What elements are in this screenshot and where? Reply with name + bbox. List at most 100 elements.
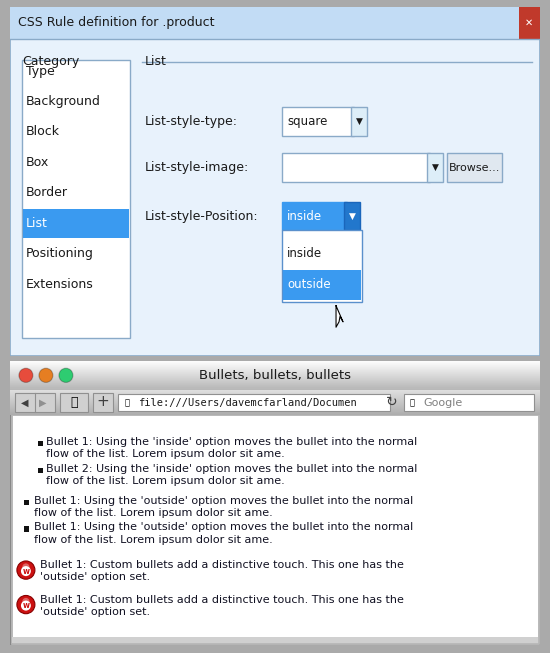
Bar (10, 361, 540, 389)
Bar (10, 366, 540, 367)
Text: outside: outside (287, 278, 331, 291)
Bar (38, 468, 43, 473)
Bar (10, 375, 540, 376)
Text: ▶: ▶ (39, 398, 47, 407)
Bar (10, 369, 540, 370)
Bar (10, 385, 540, 387)
Bar (10, 389, 540, 390)
Text: Category: Category (22, 55, 79, 68)
Bar (10, 365, 540, 366)
Circle shape (17, 596, 35, 614)
Bar (282, 107, 354, 136)
Circle shape (39, 368, 53, 383)
Circle shape (19, 368, 33, 383)
Bar (10, 405, 540, 406)
Circle shape (59, 368, 73, 383)
Circle shape (21, 566, 31, 576)
Bar (60, 392, 88, 412)
Text: 🔍: 🔍 (410, 398, 415, 407)
Text: Google: Google (423, 398, 463, 407)
Bar (12, 637, 538, 643)
Bar (10, 411, 540, 412)
Bar (10, 392, 540, 394)
Bar (344, 202, 360, 231)
Bar (10, 383, 540, 385)
Bar (38, 441, 43, 447)
Text: Extensions: Extensions (26, 278, 94, 291)
Bar (427, 153, 443, 182)
Bar (10, 363, 540, 364)
Bar (519, 7, 540, 39)
Bar (24, 526, 29, 532)
Text: Type: Type (26, 65, 54, 78)
Text: +: + (97, 394, 109, 409)
Bar (10, 381, 540, 383)
Text: flow of the list. Lorem ipsum dolor sit ame.: flow of the list. Lorem ipsum dolor sit … (34, 535, 273, 545)
Bar (10, 413, 540, 414)
Text: flow of the list. Lorem ipsum dolor sit ame.: flow of the list. Lorem ipsum dolor sit … (46, 449, 285, 460)
Bar (283, 270, 361, 300)
Text: Bullet 1: Custom bullets add a distinctive touch. This one has the: Bullet 1: Custom bullets add a distincti… (40, 594, 404, 605)
Text: ▼: ▼ (432, 163, 438, 172)
Text: Bullet 1: Using the 'outside' option moves the bullet into the normal: Bullet 1: Using the 'outside' option mov… (34, 496, 413, 506)
Bar (282, 202, 347, 231)
Text: w: w (23, 601, 29, 610)
Text: ▼: ▼ (356, 117, 362, 125)
Bar (10, 7, 540, 39)
Circle shape (23, 564, 30, 571)
Text: ✕: ✕ (525, 18, 533, 27)
Text: ▼: ▼ (349, 212, 355, 221)
Text: Border: Border (26, 186, 68, 199)
Text: 🐘: 🐘 (70, 396, 78, 409)
Bar (10, 400, 540, 401)
Bar (10, 364, 540, 365)
Bar (10, 370, 540, 372)
Bar (23, 209, 129, 238)
Bar (10, 372, 540, 374)
Text: List: List (145, 55, 167, 68)
Bar (10, 404, 540, 405)
Text: Background: Background (26, 95, 101, 108)
Text: Positioning: Positioning (26, 247, 94, 261)
Bar (12, 415, 538, 643)
Bar (10, 367, 540, 368)
Text: CSS Rule definition for .product: CSS Rule definition for .product (18, 16, 214, 29)
Circle shape (23, 598, 30, 605)
Bar (22, 60, 130, 338)
Text: List: List (26, 217, 48, 230)
Text: flow of the list. Lorem ipsum dolor sit ame.: flow of the list. Lorem ipsum dolor sit … (34, 508, 273, 518)
Text: List-style-type:: List-style-type: (145, 115, 238, 128)
Text: flow of the list. Lorem ipsum dolor sit ame.: flow of the list. Lorem ipsum dolor sit … (46, 476, 285, 486)
Bar (10, 390, 540, 392)
Text: 'outside' option set.: 'outside' option set. (40, 572, 150, 582)
Bar (10, 374, 540, 375)
Text: 🌐: 🌐 (125, 398, 130, 407)
Text: w: w (23, 567, 29, 575)
Bar (10, 406, 540, 407)
Text: inside: inside (287, 210, 322, 223)
Text: ↻: ↻ (386, 394, 398, 409)
Text: Browse...: Browse... (448, 163, 500, 173)
Bar (10, 402, 540, 403)
Bar (10, 379, 540, 381)
Bar (24, 500, 29, 505)
Bar (10, 398, 540, 400)
Text: Bullet 1: Using the 'outside' option moves the bullet into the normal: Bullet 1: Using the 'outside' option mov… (34, 522, 413, 532)
Bar (447, 153, 502, 182)
Bar (93, 392, 113, 412)
Text: Block: Block (26, 125, 60, 138)
Bar (10, 394, 540, 396)
Text: Bullet 2: Using the 'inside' option moves the bullet into the normal: Bullet 2: Using the 'inside' option move… (46, 464, 417, 473)
Text: file:///Users/davemcfarland/Documen: file:///Users/davemcfarland/Documen (138, 398, 357, 407)
Text: Bullet 1: Using the 'inside' option moves the bullet into the normal: Bullet 1: Using the 'inside' option move… (46, 438, 417, 447)
Bar (10, 412, 540, 413)
Text: square: square (287, 115, 327, 128)
Bar (351, 107, 367, 136)
Text: inside: inside (287, 247, 322, 261)
Text: List-style-Position:: List-style-Position: (145, 210, 258, 223)
Text: 'outside' option set.: 'outside' option set. (40, 607, 150, 616)
Text: Bullet 1: Custom bullets add a distinctive touch. This one has the: Bullet 1: Custom bullets add a distincti… (40, 560, 404, 570)
Bar (10, 407, 540, 409)
Bar (10, 362, 540, 363)
Polygon shape (336, 306, 343, 327)
